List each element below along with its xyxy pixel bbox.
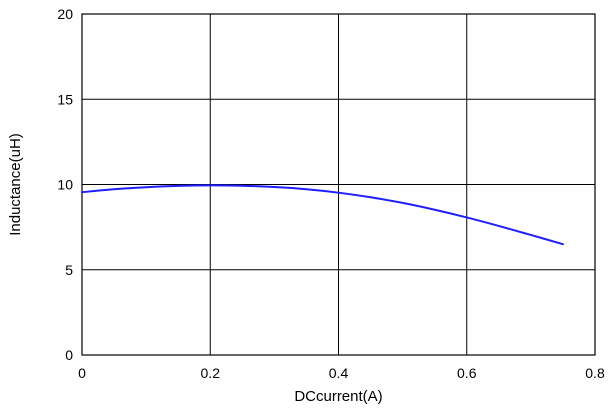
x-axis-label: DCcurrent(A) xyxy=(294,388,382,405)
grid xyxy=(82,14,595,355)
y-tick-labels: 0 5 10 15 20 xyxy=(57,6,73,363)
x-tick-labels: 0 0.2 0.4 0.6 0.8 xyxy=(78,365,605,381)
y-tick-label: 15 xyxy=(57,91,73,107)
y-axis-label: Inductance(uH) xyxy=(7,133,24,236)
series-layer xyxy=(81,184,564,246)
plot-frame xyxy=(81,13,596,356)
x-tick-label: 0.8 xyxy=(585,365,605,381)
inductance-series-line xyxy=(81,184,564,246)
x-tick-label: 0.2 xyxy=(201,365,221,381)
y-tick-label: 5 xyxy=(65,262,73,278)
y-tick-label: 20 xyxy=(57,6,73,22)
x-tick-label: 0 xyxy=(78,365,86,381)
x-tick-label: 0.4 xyxy=(329,365,349,381)
y-tick-label: 10 xyxy=(57,177,73,193)
y-tick-label: 0 xyxy=(65,347,73,363)
x-tick-label: 0.6 xyxy=(457,365,477,381)
